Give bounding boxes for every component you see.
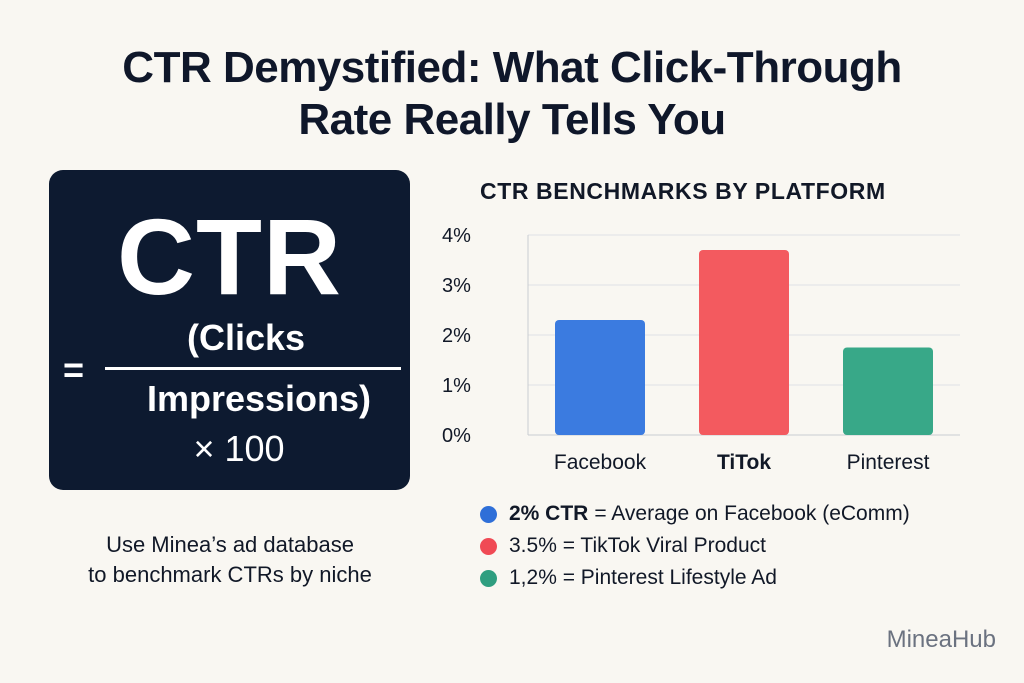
chart-title: CTR BENCHMARKS BY PLATFORM xyxy=(480,178,886,204)
bar-facebook xyxy=(555,320,645,435)
formula-fraction-bar xyxy=(105,367,401,370)
caption-line-1: Use Minea’s ad database xyxy=(106,532,354,557)
x-tick-label: Pinterest xyxy=(847,451,930,474)
page-title: CTR Demystified: What Click-Through Rate… xyxy=(0,42,1024,146)
formula-ctr: CTR xyxy=(117,196,342,317)
y-tick-label: 0% xyxy=(442,425,471,447)
formula-equals: = xyxy=(63,349,85,390)
title-line-1: CTR Demystified: What Click-Through xyxy=(122,43,902,92)
x-tick-label: Facebook xyxy=(554,451,647,474)
legend-dot-icon xyxy=(480,505,497,523)
x-tick-label: TiTok xyxy=(717,451,771,474)
y-tick-label: 3% xyxy=(442,275,471,297)
legend-text: 3.5% = TikTok Viral Product xyxy=(509,534,766,557)
watermark: MineaHub xyxy=(886,626,996,653)
legend-text: 1,2% = Pinterest Lifestyle Ad xyxy=(509,566,777,589)
caption-line-2: to benchmark CTRs by niche xyxy=(88,562,372,587)
formula-multiplier: × 100 xyxy=(193,428,285,469)
bar-chart: 0% 1% 2% 3% 4% Facebook TiTok Pinterest xyxy=(442,225,960,474)
title-line-2: Rate Really Tells You xyxy=(298,95,726,144)
y-tick-label: 1% xyxy=(442,375,471,397)
caption: Use Minea’s ad database to benchmark CTR… xyxy=(40,530,420,590)
legend-strong-text: 2% CTR xyxy=(509,502,589,525)
legend-item: 2% CTR = Average on Facebook (eComm) xyxy=(480,498,910,530)
chart-legend: 2% CTR = Average on Facebook (eComm) 3.5% … xyxy=(480,498,910,594)
legend-text: = Average on Facebook (eComm) xyxy=(594,502,910,525)
legend-item: 3.5% = TikTok Viral Product xyxy=(480,530,910,562)
formula-numerator: (Clicks xyxy=(186,317,306,358)
legend-dot-icon xyxy=(480,537,497,555)
y-tick-label: 4% xyxy=(442,225,471,247)
y-tick-label: 2% xyxy=(442,325,471,347)
formula-denominator: Impressions) xyxy=(146,378,372,419)
legend-item: 1,2% = Pinterest Lifestyle Ad xyxy=(480,562,910,594)
formula-card: CTR (Clicks = Impressions) × 100 xyxy=(49,170,410,490)
bar-pinterest xyxy=(843,347,933,435)
bar-titok xyxy=(699,250,789,435)
legend-dot-icon xyxy=(480,569,497,587)
